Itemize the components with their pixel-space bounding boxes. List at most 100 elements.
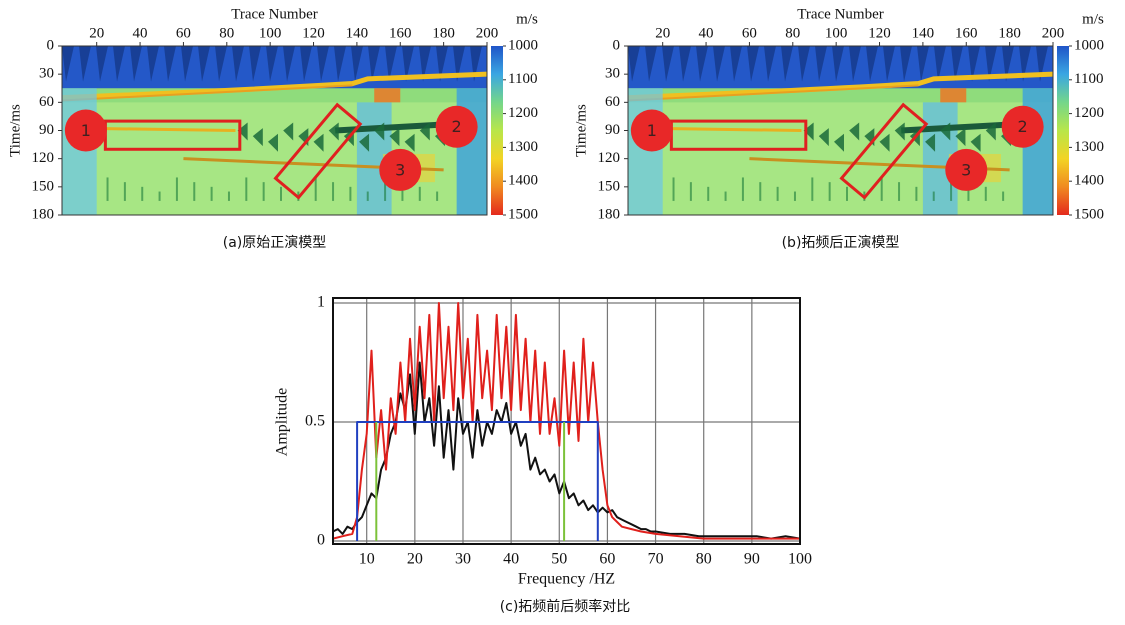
wavelet	[968, 46, 980, 82]
wavelet	[833, 133, 844, 152]
annotation-label: 2	[1018, 117, 1028, 136]
wavelet	[359, 133, 370, 152]
wavelet	[747, 46, 759, 82]
y-tick-label: 150	[32, 178, 55, 194]
reflector	[628, 84, 919, 102]
wavelet	[249, 46, 261, 82]
colorbar-tick-label: 1000	[508, 37, 538, 53]
annotation-label: 1	[81, 121, 91, 140]
wavelet	[130, 46, 142, 82]
reflector	[62, 84, 353, 102]
y-tick-label: 180	[32, 206, 55, 222]
y-tick-label: 180	[598, 206, 621, 222]
y-tick-label: 60	[39, 94, 54, 110]
wavelet	[940, 122, 951, 141]
x-tick-label: 60	[742, 25, 757, 41]
y-tick-label: 90	[39, 122, 54, 138]
wavelet	[404, 133, 415, 152]
y-tick-label: 30	[605, 66, 620, 82]
wavelet	[453, 46, 465, 82]
wavelet	[419, 122, 430, 141]
wavelet	[679, 46, 691, 82]
series-line	[332, 302, 800, 540]
plot-frame	[332, 297, 801, 545]
wavelet	[368, 46, 380, 82]
wavelet	[985, 46, 997, 82]
colorbar-tick-label: 1100	[508, 71, 537, 87]
wavelet	[818, 128, 829, 147]
low-zone	[628, 88, 663, 215]
x-tick-label: 70	[648, 551, 664, 568]
wavelet	[849, 46, 861, 82]
wavelet	[1002, 46, 1014, 82]
colorbar-tick-label: 1100	[1074, 71, 1103, 87]
x-tick-label: 140	[346, 25, 369, 41]
wavelet	[894, 122, 905, 141]
y-axis-label: Time/ms	[7, 104, 23, 157]
wavelet	[374, 122, 385, 141]
x-tick-label: 200	[476, 25, 499, 41]
x-tick-label: 80	[785, 25, 800, 41]
y-tick-label: 120	[32, 150, 55, 166]
colorbar-label: m/s	[1082, 11, 1104, 27]
colorbar	[491, 46, 503, 215]
x-tick-label: 60	[599, 551, 615, 568]
wavelet	[815, 46, 827, 82]
x-tick-label: 40	[503, 551, 519, 568]
y-tick-label: 0	[613, 37, 621, 53]
wavelet	[215, 46, 227, 82]
wavelet	[237, 122, 248, 141]
wavelet	[267, 133, 278, 152]
y-tick-label: 60	[605, 94, 620, 110]
wavelet	[925, 133, 936, 152]
x-tick-label: 30	[455, 551, 471, 568]
wavelet	[96, 46, 108, 82]
x-tick-label: 20	[655, 25, 670, 41]
reflector	[628, 71, 1053, 101]
low-zone	[62, 88, 97, 215]
annotation-marker	[630, 109, 673, 152]
x-tick-label: 40	[699, 25, 714, 41]
x-tick-label: 100	[259, 25, 282, 41]
wavelet	[198, 46, 210, 82]
wavelet	[1019, 46, 1031, 82]
wavelet	[849, 122, 860, 141]
wavelet	[419, 46, 431, 82]
y-tick-label: 0	[317, 532, 325, 549]
x-tick-label: 120	[868, 25, 891, 41]
y-tick-label: 0	[47, 37, 55, 53]
y-tick-label: 150	[598, 178, 621, 194]
colorbar-tick-label: 1500	[1074, 206, 1104, 222]
annotation-marker	[64, 109, 107, 152]
colorbar-tick-label: 1300	[1074, 139, 1104, 155]
wavelet	[900, 46, 912, 82]
x-tick-label: 100	[788, 551, 812, 568]
x-axis-label: Trace Number	[231, 6, 318, 22]
wavelet	[334, 46, 346, 82]
wavelet	[389, 128, 400, 147]
annotation-label: 3	[395, 160, 405, 179]
seismic-image	[62, 46, 487, 215]
annotation-label: 1	[647, 121, 657, 140]
x-tick-label: 50	[551, 551, 567, 568]
annotation-marker	[1001, 105, 1044, 148]
wavelet	[951, 46, 963, 82]
x-tick-label: 20	[407, 551, 423, 568]
wavelet	[266, 46, 278, 82]
colorbar-tick-label: 1400	[1074, 173, 1104, 189]
caption: (c)拓频前后频率对比	[500, 598, 631, 615]
wavelet	[181, 46, 193, 82]
y-tick-label: 1	[317, 294, 325, 311]
annotation-marker	[945, 148, 988, 191]
wavelet	[283, 46, 295, 82]
colorbar	[1057, 46, 1069, 215]
wavelet	[328, 122, 339, 141]
colorbar-tick-label: 1500	[508, 206, 538, 222]
wavelet	[798, 46, 810, 82]
x-tick-label: 40	[133, 25, 148, 41]
wavelet	[985, 122, 996, 141]
wavelet	[147, 46, 159, 82]
y-axis-label: Amplitude	[274, 388, 291, 456]
wavelet	[436, 46, 448, 82]
wavelet	[866, 46, 878, 82]
